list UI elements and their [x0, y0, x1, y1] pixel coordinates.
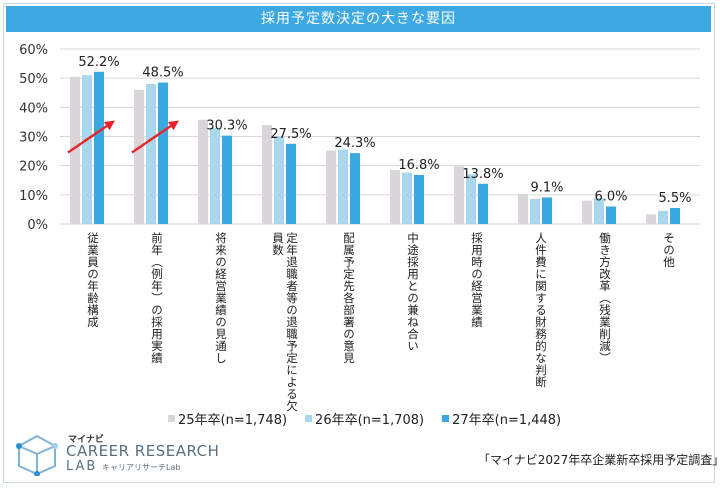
- legend-item: 25年卒(n=1,748): [168, 409, 287, 428]
- y-tick-label: 10%: [19, 189, 48, 204]
- chart-title: 採用予定数決定の大きな要因: [6, 6, 711, 32]
- rising-arrow-head: [167, 120, 179, 131]
- logo-subtitle: キャリアリサーチLab: [102, 463, 181, 472]
- bar: [350, 153, 360, 224]
- y-tick-label: 30%: [19, 131, 48, 146]
- bar: [134, 89, 144, 224]
- bar: [210, 127, 220, 224]
- data-label: 24.3%: [334, 136, 375, 151]
- data-label: 16.8%: [398, 158, 439, 173]
- bar: [518, 193, 528, 224]
- rising-arrow: [131, 123, 174, 154]
- category-label: 定年退職者等の退職予定による欠: [285, 231, 299, 412]
- chart-frame: [3, 3, 715, 483]
- legend-swatch: [168, 414, 175, 422]
- category-label: 将来の経営業績の見通し: [214, 232, 228, 364]
- category-label: 配属予定先各部署の意見: [342, 232, 356, 364]
- bar: [606, 206, 616, 224]
- category-label: 人件費に関する財務的な判断: [534, 232, 548, 388]
- legend-swatch: [305, 414, 313, 422]
- legend-label: 26年卒(n=1,708): [315, 412, 425, 428]
- category-label: その他: [662, 232, 676, 268]
- career-research-lab-logo: マイナビ CAREER RESEARCH LAB キャリアリサーチLab: [14, 432, 219, 477]
- bar: [262, 125, 272, 224]
- bar: [670, 207, 680, 224]
- data-label: 27.5%: [270, 127, 311, 142]
- bar: [94, 71, 104, 224]
- bar: [582, 200, 592, 224]
- data-label: 48.5%: [142, 66, 183, 81]
- bar: [466, 174, 476, 224]
- bar: [402, 172, 412, 224]
- bar: [274, 136, 284, 224]
- bar: [646, 214, 656, 224]
- bar: [530, 198, 540, 224]
- bar: [70, 76, 80, 224]
- logo-career-research: CAREER RESEARCH: [66, 442, 220, 460]
- rising-arrow-head: [103, 120, 115, 131]
- y-tick-label: 50%: [19, 72, 48, 87]
- bar: [542, 197, 552, 224]
- data-label: 5.5%: [658, 191, 691, 206]
- data-label: 52.2%: [78, 55, 119, 70]
- category-label: 前年（例年）の採用実績: [150, 231, 164, 364]
- bar: [158, 82, 168, 225]
- data-label: 30.3%: [206, 119, 247, 134]
- y-tick-label: 20%: [19, 160, 48, 175]
- data-label: 6.0%: [594, 190, 627, 205]
- legend-label: 27年卒(n=1,448): [452, 412, 562, 428]
- bar: [326, 150, 336, 224]
- bar: [222, 135, 232, 224]
- category-label: 員数: [271, 232, 285, 256]
- chart-legend: 25年卒(n=1,748) 26年卒(n=1,708) 27年卒(n=1,448): [168, 408, 561, 428]
- y-tick-label: 60%: [19, 43, 48, 58]
- data-label: 13.8%: [462, 167, 503, 182]
- data-label: 9.1%: [530, 180, 563, 195]
- logo-lab: LAB: [66, 459, 98, 474]
- legend-item: 26年卒(n=1,708): [305, 409, 424, 428]
- bar: [594, 198, 604, 224]
- legend-swatch: [442, 414, 450, 422]
- category-label: 採用時の経営業績: [470, 232, 484, 328]
- bar: [146, 84, 156, 224]
- bar: [454, 166, 464, 224]
- rising-arrow: [67, 123, 110, 154]
- cube-logo-icon: [16, 434, 58, 477]
- bar: [198, 119, 208, 224]
- legend-item: 27年卒(n=1,448): [442, 409, 561, 428]
- category-label: 従業員の年齢構成: [86, 232, 100, 328]
- bar: [658, 210, 668, 224]
- bar: [390, 170, 400, 224]
- source-note: 「マイナビ2027年卒企業新卒採用予定調査」: [478, 453, 720, 467]
- bar: [82, 75, 92, 224]
- category-label: 中途採用との兼ね合い: [406, 232, 420, 352]
- legend-label: 25年卒(n=1,748): [178, 412, 288, 428]
- y-tick-label: 0%: [27, 218, 48, 233]
- bar: [414, 175, 424, 224]
- logo-brand-small: マイナビ: [68, 435, 104, 445]
- y-tick-label: 40%: [19, 101, 48, 116]
- bar: [338, 149, 348, 224]
- bar: [478, 183, 488, 224]
- category-label: 働き方改革（残業削減）: [598, 232, 612, 364]
- bar: [286, 143, 296, 224]
